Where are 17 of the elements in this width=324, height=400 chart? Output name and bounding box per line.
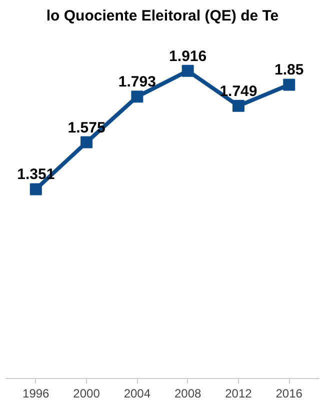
chart-title: lo Quociente Eleitoral (QE) de Te xyxy=(46,8,279,24)
x-tick-label: 2000 xyxy=(73,386,100,400)
x-tick-label: 1996 xyxy=(22,386,50,400)
point xyxy=(182,64,194,77)
point xyxy=(80,136,93,148)
point xyxy=(232,100,244,112)
point xyxy=(283,78,296,91)
data-label: 1.793 xyxy=(118,74,156,91)
data-label: 1.916 xyxy=(169,48,207,65)
x-tick-label: 2016 xyxy=(276,386,303,400)
point xyxy=(131,90,144,103)
data-label: 1.749 xyxy=(220,82,258,100)
x-tick-label: 2008 xyxy=(174,386,202,400)
data-label: 1.85 xyxy=(274,62,304,79)
x-tick-label: 2012 xyxy=(225,386,252,400)
x-tick-label: 2004 xyxy=(124,386,151,400)
point xyxy=(30,183,42,196)
